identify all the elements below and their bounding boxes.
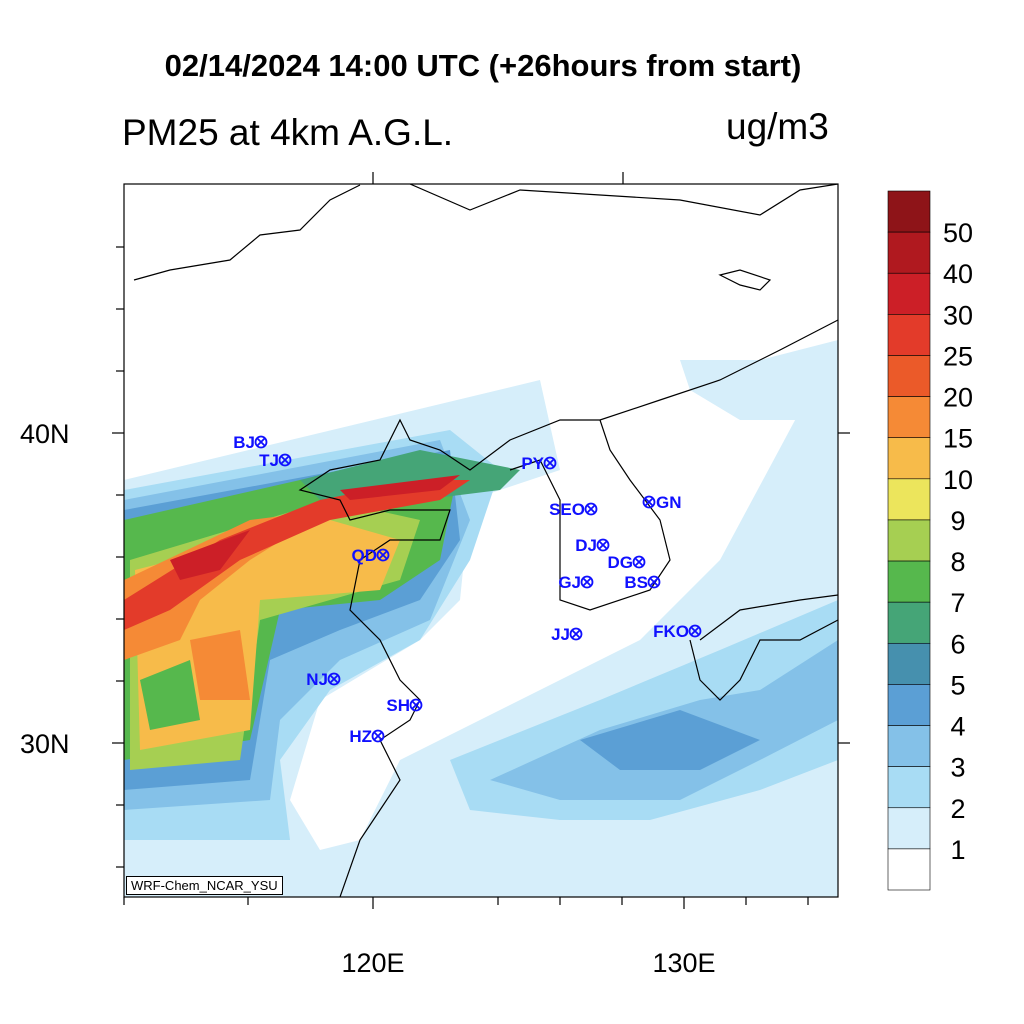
station-marker-icon xyxy=(584,502,598,516)
colorbar-swatch xyxy=(887,766,931,809)
colorbar-swatch xyxy=(887,807,931,850)
station-label: BJ xyxy=(233,433,255,452)
colorbar-swatch xyxy=(887,725,931,767)
colorbar-label: 1 xyxy=(950,835,965,865)
station-sh: SH xyxy=(386,696,423,715)
station-marker-icon xyxy=(688,624,702,638)
axis-ticks xyxy=(112,172,850,909)
colorbar-swatch xyxy=(887,437,931,480)
colorbar-swatch xyxy=(887,355,931,397)
colorbar-swatch xyxy=(887,314,931,356)
station-bs: BS xyxy=(624,573,661,592)
station-dj: DJ xyxy=(575,536,610,555)
station-py: PY xyxy=(521,454,557,473)
colorbar-swatch xyxy=(887,560,931,603)
colorbar-label: 4 xyxy=(950,712,965,742)
colorbar-label: 30 xyxy=(943,300,973,330)
station-label: TJ xyxy=(259,451,279,470)
station-jj: JJ xyxy=(551,625,583,644)
colorbar-label: 25 xyxy=(943,341,973,371)
y-tick-label: 40N xyxy=(20,419,70,449)
colorbar-swatch xyxy=(887,519,931,562)
colorbar-label: 40 xyxy=(943,259,973,289)
station-label: PY xyxy=(521,454,544,473)
station-marker-icon xyxy=(409,698,423,712)
x-tick-label: 120E xyxy=(341,948,404,978)
station-marker-icon xyxy=(254,435,268,449)
x-tick-label: 130E xyxy=(652,948,715,978)
station-label: FKO xyxy=(653,622,689,641)
pm25-field xyxy=(124,340,838,897)
station-tj: TJ xyxy=(259,451,292,470)
colorbar-label: 10 xyxy=(943,465,973,495)
colorbar-swatch xyxy=(887,190,931,233)
colorbar-label: 2 xyxy=(950,794,965,824)
station-marker-icon xyxy=(647,575,661,589)
station-fko: FKO xyxy=(653,622,702,641)
station-marker-icon xyxy=(371,729,385,743)
station-marker-icon xyxy=(632,555,646,569)
colorbar-label: 5 xyxy=(950,670,965,700)
station-hz: HZ xyxy=(349,727,385,746)
colorbar-swatch xyxy=(887,396,931,439)
colorbar-label: 15 xyxy=(943,424,973,454)
y-tick-label: 30N xyxy=(20,729,70,759)
station-label: DG xyxy=(608,553,634,572)
station-marker-icon xyxy=(580,575,594,589)
station-label: GJ xyxy=(558,573,581,592)
station-label: SEO xyxy=(549,500,585,519)
station-gj: GJ xyxy=(558,573,594,592)
plot-title: 02/14/2024 14:00 UTC (+26hours from star… xyxy=(164,48,802,83)
station-marker-icon xyxy=(376,548,390,562)
colorbar-swatch xyxy=(887,478,931,521)
colorbar-label: 50 xyxy=(943,218,973,248)
colorbar-swatch xyxy=(887,848,931,891)
map-frame xyxy=(123,183,839,898)
station-nj: NJ xyxy=(306,670,341,689)
station-bj: BJ xyxy=(233,433,268,452)
station-label: BS xyxy=(624,573,648,592)
station-label: SH xyxy=(386,696,410,715)
colorbar-swatch xyxy=(887,601,931,644)
colorbar: 1 2 3 4 5 6 7 8 9 10 15 20 25 30 40 50 xyxy=(887,190,973,891)
station-qd: QD xyxy=(352,546,390,565)
station-label: NJ xyxy=(306,670,328,689)
units-label: ug/m3 xyxy=(726,106,829,147)
colorbar-label: 6 xyxy=(950,629,965,659)
colorbar-label: 3 xyxy=(950,753,965,783)
colorbar-swatch xyxy=(887,642,931,685)
station-dg: DG xyxy=(608,553,646,572)
station-marker-icon xyxy=(327,672,341,686)
station-gn: GN xyxy=(642,493,682,512)
colorbar-label: 20 xyxy=(943,383,973,413)
station-label: GN xyxy=(656,493,682,512)
colorbar-label: 7 xyxy=(950,588,965,618)
station-seo: SEO xyxy=(549,500,598,519)
station-marker-icon xyxy=(596,538,610,552)
station-label: HZ xyxy=(349,727,372,746)
colorbar-swatch xyxy=(887,272,931,315)
station-marker-icon xyxy=(278,453,292,467)
station-label: JJ xyxy=(551,625,570,644)
colorbar-label: 8 xyxy=(950,547,965,577)
station-marker-icon xyxy=(642,495,656,509)
colorbar-label: 9 xyxy=(950,506,965,536)
station-marker-icon xyxy=(543,456,557,470)
station-label: DJ xyxy=(575,536,597,555)
model-credit: WRF-Chem_NCAR_YSU xyxy=(126,876,283,895)
colorbar-swatch xyxy=(887,231,931,274)
variable-label: PM25 at 4km A.G.L. xyxy=(122,112,454,153)
station-label: QD xyxy=(352,546,378,565)
station-marker-icon xyxy=(569,627,583,641)
colorbar-swatch xyxy=(887,684,931,726)
